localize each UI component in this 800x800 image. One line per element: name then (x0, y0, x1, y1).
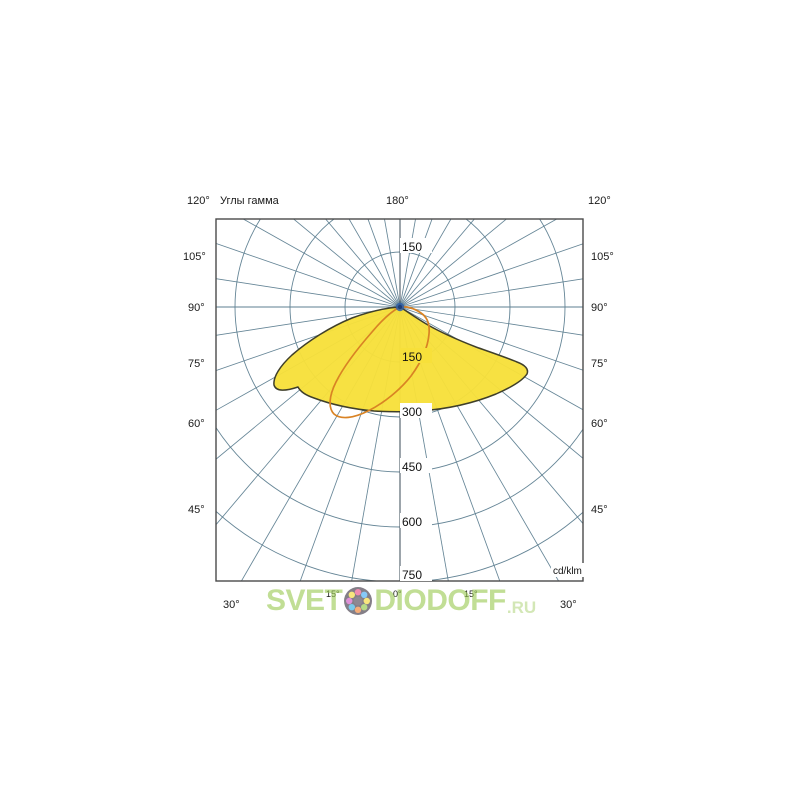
angle-label-bottom-right-30: 30° (560, 599, 577, 611)
angle-label-left-60: 60° (188, 418, 205, 430)
radial-label-450: 450 (402, 460, 422, 474)
plot-frame (215, 218, 584, 582)
radial-label-300: 300 (402, 405, 422, 419)
radial-label-750: 750 (402, 568, 422, 582)
radial-value-labels: 150 150 300 450 600 750 (400, 238, 432, 582)
gamma-angles-title: Углы гамма (220, 195, 280, 207)
radial-label-150: 150 (402, 350, 422, 364)
radial-label-150-top: 150 (402, 240, 422, 254)
angle-label-right-90: 90° (591, 302, 608, 314)
center-hub (395, 302, 405, 312)
angle-label-left-45: 45° (188, 504, 205, 516)
angle-label-bottom-15-right: 15° (464, 589, 478, 599)
angle-label-right-105: 105° (591, 251, 614, 263)
angle-label-bottom-15-left: 15° (326, 589, 340, 599)
radial-label-600: 600 (402, 515, 422, 529)
angle-label-left-90: 90° (188, 302, 205, 314)
angle-label-top-center: 180° (386, 195, 409, 207)
angle-label-bottom-0: 0° (393, 589, 402, 599)
angle-label-top-left: 120° (187, 195, 210, 207)
angle-label-top-right: 120° (588, 195, 611, 207)
unit-label: cd/klm (553, 566, 582, 577)
angle-label-left-75: 75° (188, 358, 205, 370)
angle-label-right-45: 45° (591, 504, 608, 516)
curve-c90-c270 (329, 305, 431, 419)
angle-label-bottom-left-30: 30° (223, 599, 240, 611)
angle-label-left-105: 105° (183, 251, 206, 263)
angle-label-right-60: 60° (591, 418, 608, 430)
unit-label-bg (551, 563, 585, 577)
angle-label-right-75: 75° (591, 358, 608, 370)
